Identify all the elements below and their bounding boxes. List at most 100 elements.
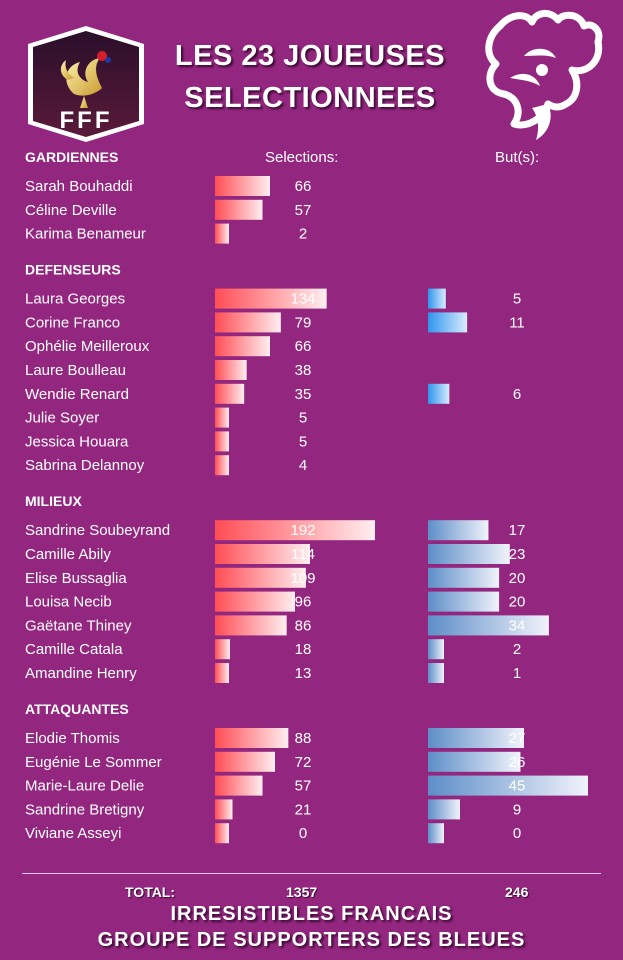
- player-name: Elise Bussaglia: [25, 570, 127, 587]
- selections-value: 134: [290, 291, 315, 308]
- selections-value: 96: [295, 594, 312, 611]
- selections-bar: [215, 639, 230, 660]
- goals-bar: [428, 312, 468, 333]
- total-label: TOTAL:: [125, 884, 176, 900]
- group-header: DEFENSEURS: [25, 262, 121, 278]
- selections-value: 114: [291, 546, 315, 563]
- player-name: Camille Abily: [25, 546, 111, 563]
- title-line-2: SELECTIONNEES: [184, 82, 436, 114]
- selections-bar: [215, 520, 375, 541]
- goals-bar: [428, 567, 500, 588]
- goals-value: 11: [509, 314, 525, 331]
- group-header: ATTAQUANTES: [25, 701, 129, 717]
- fff-logo: FFF: [28, 26, 144, 142]
- player-name: Eugénie Le Sommer: [25, 754, 162, 771]
- rooster-emblem-icon: [60, 51, 111, 108]
- selections-value: 86: [295, 617, 312, 634]
- selections-bar: [215, 751, 275, 772]
- selections-bar: [215, 799, 233, 820]
- selections-bar: [215, 431, 229, 452]
- selections-bar: [215, 775, 263, 796]
- selections-bar: [215, 360, 247, 380]
- selections-bar: [215, 591, 295, 612]
- rooster-head-icon: [485, 10, 603, 140]
- selections-value: 66: [295, 178, 312, 195]
- selections-value: 109: [290, 570, 315, 587]
- goals-value: 26: [509, 754, 526, 771]
- player-name: Camille Catala: [25, 641, 123, 658]
- goals-value: 27: [509, 730, 526, 747]
- player-name: Corine Franco: [25, 314, 120, 331]
- selections-bar: [215, 383, 245, 404]
- player-name: Céline Deville: [25, 202, 117, 219]
- goals-bar: [428, 615, 549, 636]
- group-header: MILIEUX: [25, 493, 82, 509]
- group-header: GARDIENNES: [25, 149, 118, 165]
- player-name: Ophélie Meilleroux: [25, 338, 150, 355]
- goals-bar: [428, 544, 510, 564]
- selections-value: 13: [295, 665, 312, 682]
- total-goals: 246: [505, 884, 529, 900]
- goals-bar: [428, 663, 444, 683]
- selections-bar: [215, 176, 270, 196]
- selections-value: 5: [299, 410, 307, 427]
- goals-column-header: But(s):: [495, 149, 539, 166]
- player-name: Viviane Asseyi: [25, 825, 121, 842]
- goals-value: 34: [509, 617, 526, 634]
- selections-value: 57: [295, 202, 312, 219]
- player-name: Amandine Henry: [25, 665, 137, 682]
- selections-bar: [215, 407, 229, 428]
- player-name: Laure Boulleau: [25, 362, 126, 379]
- selections-value: 35: [295, 386, 312, 403]
- goals-value: 45: [509, 778, 526, 795]
- selections-value: 57: [295, 778, 312, 795]
- selections-bar: [215, 455, 229, 476]
- player-name: Louisa Necib: [25, 594, 112, 611]
- player-stats-chart: Selections: But(s): GARDIENNES Sarah Bouhad…: [25, 149, 588, 844]
- goals-value: 20: [509, 594, 526, 611]
- selections-value: 21: [295, 801, 312, 818]
- player-name: Wendie Renard: [25, 386, 129, 403]
- selections-bar: [215, 544, 310, 564]
- footer-line-1: IRRESISTIBLES FRANCAIS: [170, 903, 453, 925]
- goals-value: 0: [513, 825, 521, 842]
- player-name: Sandrine Soubeyrand: [25, 522, 170, 539]
- selections-value: 18: [295, 641, 312, 658]
- footer-line-2: GROUPE DE SUPPORTERS DES BLEUES: [97, 929, 526, 951]
- selections-bar: [215, 199, 263, 220]
- selections-bar: [215, 312, 281, 333]
- goals-bar: [428, 591, 500, 612]
- player-name: Sarah Bouhaddi: [25, 178, 133, 195]
- player-name: Jessica Houara: [25, 433, 129, 450]
- goals-bar: [428, 383, 450, 404]
- goals-bar: [428, 823, 444, 844]
- selections-value: 0: [299, 825, 307, 842]
- selections-bar: [215, 567, 306, 588]
- title-line-1: LES 23 JOUEUSES: [174, 40, 446, 72]
- selections-bar: [215, 663, 229, 683]
- player-name: Julie Soyer: [25, 410, 99, 427]
- logo-text: FFF: [60, 107, 113, 134]
- player-name: Laura Georges: [25, 291, 125, 308]
- player-name: Gaëtane Thiney: [25, 617, 132, 634]
- goals-value: 20: [509, 570, 526, 587]
- selections-value: 79: [295, 314, 312, 331]
- goals-value: 1: [513, 665, 521, 682]
- selections-value: 5: [299, 433, 307, 450]
- selections-value: 66: [295, 338, 312, 355]
- goals-bar: [428, 751, 521, 772]
- player-name: Sabrina Delannoy: [25, 457, 145, 474]
- goals-value: 23: [509, 546, 526, 563]
- selections-value: 192: [290, 522, 315, 539]
- selections-bar: [215, 288, 327, 309]
- selections-value: 88: [295, 730, 312, 747]
- selections-bar: [215, 336, 270, 357]
- goals-bar: [428, 639, 444, 660]
- goals-bar: [428, 799, 460, 820]
- selections-bar: [215, 615, 287, 636]
- selections-bar: [215, 223, 229, 244]
- goals-value: 6: [513, 386, 521, 403]
- selections-bar: [215, 823, 229, 844]
- player-name: Karima Benameur: [25, 226, 146, 243]
- goals-value: 5: [513, 291, 521, 308]
